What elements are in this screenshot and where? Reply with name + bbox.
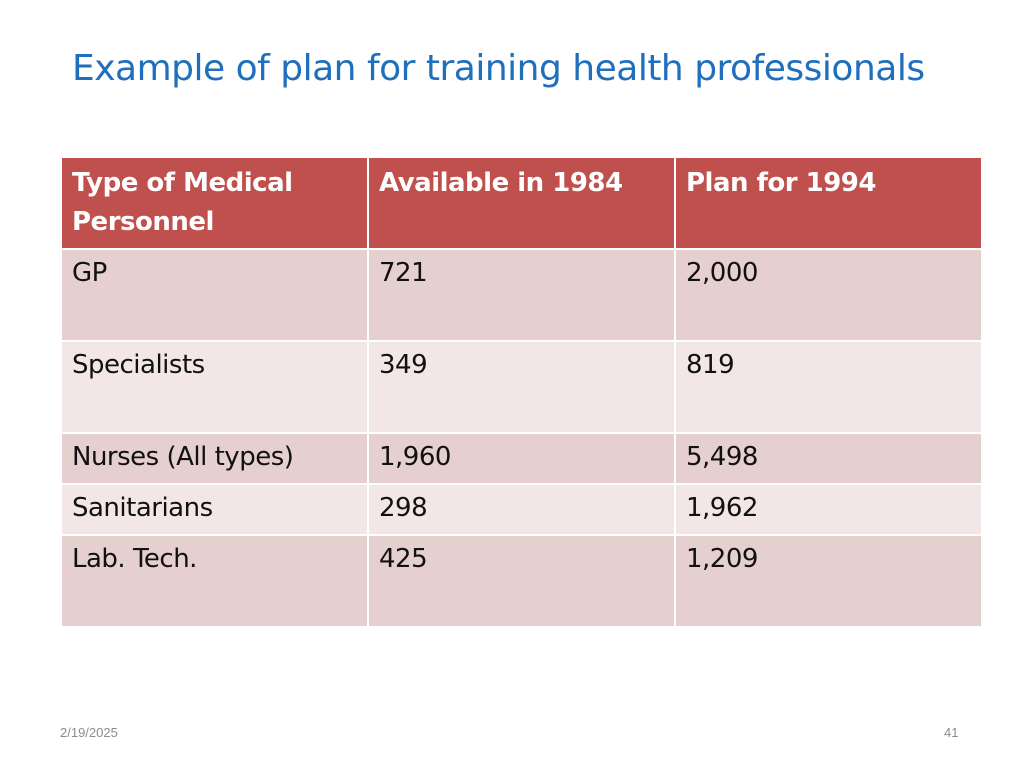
cell-available-1984: 721 [367, 248, 676, 342]
cell-available-1984: 1,960 [367, 432, 676, 485]
cell-available-1984: 349 [367, 340, 676, 434]
cell-personnel-type: Nurses (All types) [60, 432, 369, 485]
table-row: Nurses (All types) 1,960 5,498 [60, 432, 983, 485]
cell-plan-1994: 5,498 [674, 432, 983, 485]
slide-title: Example of plan for training health prof… [72, 48, 925, 89]
cell-personnel-type: Specialists [60, 340, 369, 434]
table-row: Sanitarians 298 1,962 [60, 483, 983, 536]
header-personnel-type: Type of Medical Personnel [60, 156, 369, 250]
cell-available-1984: 298 [367, 483, 676, 536]
header-available-1984: Available in 1984 [367, 156, 676, 250]
table-header-row: Type of Medical Personnel Available in 1… [60, 156, 983, 250]
table-row: GP 721 2,000 [60, 248, 983, 342]
header-plan-1994: Plan for 1994 [674, 156, 983, 250]
personnel-table: Type of Medical Personnel Available in 1… [60, 156, 983, 628]
slide-date: 2/19/2025 [60, 725, 118, 740]
cell-plan-1994: 1,209 [674, 534, 983, 628]
cell-plan-1994: 2,000 [674, 248, 983, 342]
cell-plan-1994: 819 [674, 340, 983, 434]
table-row: Lab. Tech. 425 1,209 [60, 534, 983, 628]
cell-plan-1994: 1,962 [674, 483, 983, 536]
cell-personnel-type: Sanitarians [60, 483, 369, 536]
slide-page-number: 41 [944, 725, 959, 740]
cell-personnel-type: Lab. Tech. [60, 534, 369, 628]
cell-available-1984: 425 [367, 534, 676, 628]
cell-personnel-type: GP [60, 248, 369, 342]
table-row: Specialists 349 819 [60, 340, 983, 434]
